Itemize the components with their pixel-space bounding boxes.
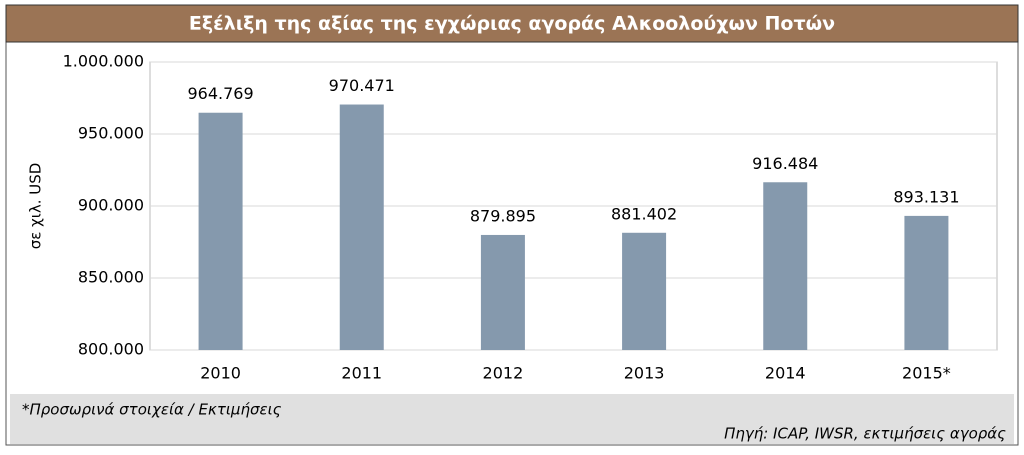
x-tick-label: 2015* xyxy=(902,364,951,383)
y-tick-label: 950.000 xyxy=(78,124,144,143)
x-tick-label: 2013 xyxy=(624,364,665,383)
chart-title: Εξέλιξη της αξίας της εγχώριας αγοράς Αλ… xyxy=(189,13,835,35)
value-label: 916.484 xyxy=(752,154,818,173)
y-tick-label: 800.000 xyxy=(78,340,144,359)
y-tick-label: 1.000.000 xyxy=(63,52,144,71)
value-label: 893.131 xyxy=(893,187,959,206)
frame xyxy=(5,4,1019,446)
x-tick-label: 2011 xyxy=(341,364,382,383)
bar xyxy=(480,234,525,350)
y-tick-label: 900.000 xyxy=(78,196,144,215)
bar xyxy=(339,104,384,350)
value-label: 964.769 xyxy=(187,84,253,103)
y-tick-label: 850.000 xyxy=(78,268,144,287)
x-tick-label: 2012 xyxy=(483,364,524,383)
y-axis-label: σε χιλ. USD xyxy=(27,163,45,250)
value-label: 879.895 xyxy=(470,206,536,225)
title-bar xyxy=(5,4,1019,43)
bar xyxy=(198,112,243,351)
bar xyxy=(904,215,949,350)
x-tick-label: 2014 xyxy=(765,364,806,383)
source: Πηγή: ICAP, IWSR, εκτιμήσεις αγοράς xyxy=(724,425,1006,443)
value-label: 970.471 xyxy=(329,76,395,95)
footer xyxy=(10,394,1014,444)
footnote: *Προσωρινά στοιχεία / Εκτιμήσεις xyxy=(22,401,282,419)
bar xyxy=(622,232,667,350)
bar xyxy=(763,182,808,350)
value-label: 881.402 xyxy=(611,204,677,223)
x-tick-label: 2010 xyxy=(200,364,241,383)
